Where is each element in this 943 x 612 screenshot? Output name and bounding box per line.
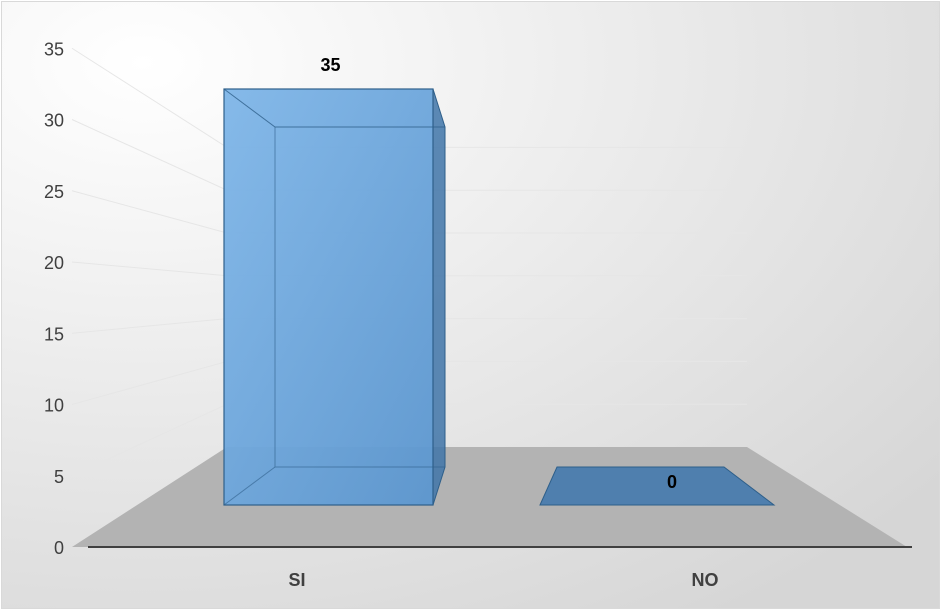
- bar-si: [223, 88, 446, 506]
- y-axis-ticks: 0 5 10 15 20 25 30 35: [44, 39, 64, 558]
- x-axis-categories: SI NO: [288, 570, 718, 590]
- data-label: 0: [667, 472, 677, 492]
- y-tick-label: 20: [44, 253, 64, 273]
- x-category-label: SI: [288, 570, 305, 590]
- y-tick-label: 15: [44, 324, 64, 344]
- data-labels: 35 0: [320, 55, 677, 492]
- y-tick-label: 5: [54, 467, 64, 487]
- data-label: 35: [320, 55, 340, 75]
- y-tick-label: 10: [44, 396, 64, 416]
- y-tick-label: 35: [44, 39, 64, 59]
- y-tick-label: 25: [44, 182, 64, 202]
- bar-no: [539, 466, 776, 506]
- bars: [223, 88, 776, 506]
- x-category-label: NO: [692, 570, 719, 590]
- y-tick-label: 0: [54, 538, 64, 558]
- y-tick-label: 30: [44, 111, 64, 131]
